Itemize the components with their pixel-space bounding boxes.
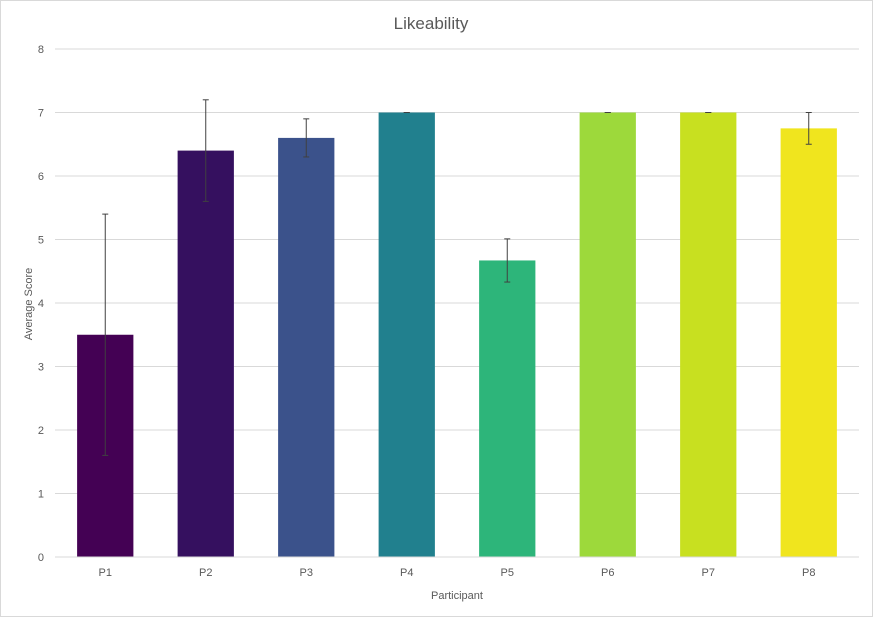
gridlines: [55, 48, 859, 494]
bar-p7: [680, 112, 737, 557]
y-tick-label: 1: [38, 489, 44, 501]
bar-p3: [278, 137, 335, 557]
error-bar-p3: [303, 118, 310, 158]
y-tick-label: 6: [38, 171, 44, 183]
bar-p8: [780, 128, 837, 557]
error-bars: [102, 99, 812, 456]
y-axis-title: Average Score: [23, 268, 35, 341]
bar-p4: [378, 112, 435, 557]
y-tick-label: 8: [38, 44, 44, 56]
bar-p2: [177, 150, 234, 557]
error-bar-p1: [102, 213, 109, 456]
bar-p5: [479, 260, 536, 557]
x-tick-label: P7: [702, 567, 715, 579]
y-tick-label: 7: [38, 108, 44, 120]
y-tick-label: 2: [38, 425, 44, 437]
x-tick-label: P1: [99, 567, 112, 579]
bar-p6: [579, 112, 636, 557]
y-axis-tick-labels: 0 1 2 3 4 5 6 7 8: [38, 44, 44, 564]
error-bar-p5: [504, 238, 511, 283]
y-tick-label: 0: [38, 552, 44, 564]
x-tick-label: P4: [400, 567, 413, 579]
x-tick-label: P6: [601, 567, 614, 579]
x-tick-label: P5: [501, 567, 514, 579]
error-bar-p8: [805, 112, 812, 145]
x-tick-label: P8: [802, 567, 815, 579]
bars: [77, 112, 837, 557]
x-tick-label: P2: [199, 567, 212, 579]
x-axis-tick-labels: P1 P2 P3 P4 P5 P6 P7 P8: [99, 567, 816, 579]
x-axis-title: Participant: [431, 590, 483, 602]
x-tick-label: P3: [300, 567, 313, 579]
error-bar-p2: [202, 99, 209, 202]
y-tick-label: 3: [38, 362, 44, 374]
y-tick-label: 4: [38, 298, 44, 310]
chart-title: Likeability: [394, 14, 469, 33]
y-tick-label: 5: [38, 235, 44, 247]
